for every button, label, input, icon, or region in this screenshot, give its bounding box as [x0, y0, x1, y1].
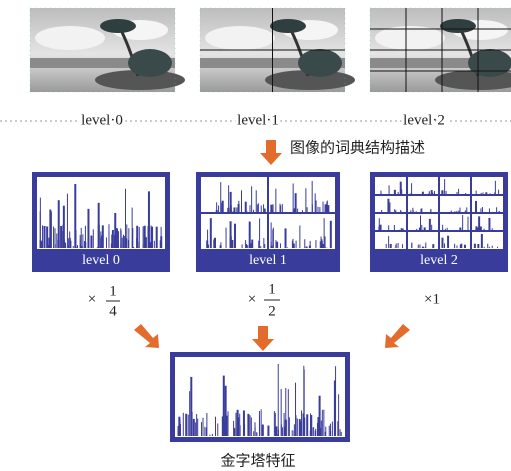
top-label: level·0 [81, 112, 123, 128]
weight-numerator: 1 [109, 283, 117, 299]
top-label: level·1 [237, 112, 279, 128]
weight-sign: × [88, 291, 96, 307]
box-label: level 1 [249, 253, 287, 268]
caption: 图像的词典结构描述 [290, 139, 425, 157]
box-label: level 0 [82, 253, 120, 268]
box-label: level 2 [420, 253, 458, 268]
images [30, 8, 511, 92]
weights: × 1 4 × 1 2 ×1 [88, 281, 440, 319]
weight: ×1 [424, 291, 440, 307]
result-label: 金字塔特征 [220, 452, 295, 470]
arrow [260, 140, 282, 165]
diagram: level·0 level·1 level·2 图像的词典结构描述 level … [0, 0, 511, 471]
top-label: level·2 [403, 112, 445, 128]
weight-numerator: 1 [268, 281, 276, 297]
weight-sign: × [248, 291, 256, 307]
arrow [385, 324, 410, 348]
image-level-0 [30, 8, 185, 92]
weight-denominator: 2 [268, 303, 276, 319]
weight-denominator: 4 [109, 303, 117, 319]
arrow [252, 326, 274, 351]
arrow [134, 324, 159, 348]
